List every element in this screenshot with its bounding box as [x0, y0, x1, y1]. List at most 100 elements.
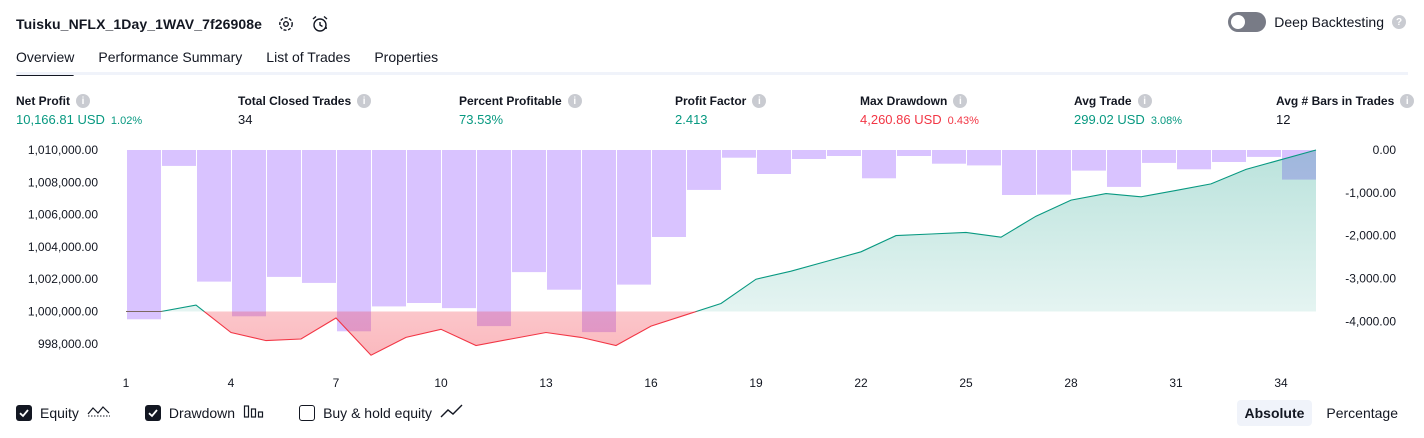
help-icon[interactable]: ? — [1392, 15, 1406, 29]
tab-performance-summary[interactable]: Performance Summary — [98, 49, 243, 65]
equity-checkbox[interactable] — [16, 404, 32, 421]
drawdown-bar — [512, 150, 546, 273]
alarm-clock-icon[interactable] — [310, 14, 330, 34]
right-axis-tick-label: -4,000.00 — [1345, 314, 1396, 328]
legend-equity[interactable]: Equity — [16, 403, 111, 422]
drawdown-bar — [477, 150, 511, 327]
drawdown-bar — [1177, 150, 1211, 170]
absolute-button[interactable]: Absolute — [1236, 400, 1313, 426]
drawdown-bar — [967, 150, 1001, 166]
equity-line-icon — [87, 403, 111, 422]
equity-line-loss — [126, 311, 699, 356]
drawdown-bar — [1212, 150, 1246, 162]
chart-legend: Equity Drawdown Buy & hold equity — [16, 403, 498, 422]
left-axis-tick-label: 1,004,000.00 — [28, 240, 98, 254]
buy-hold-checkbox[interactable] — [299, 404, 316, 421]
right-axis-tick-label: -2,000.00 — [1345, 229, 1396, 243]
left-axis-tick-label: 998,000.00 — [38, 337, 98, 351]
tab-overview[interactable]: Overview — [16, 46, 75, 76]
drawdown-bar — [197, 150, 231, 282]
deep-backtesting-label: Deep Backtesting — [1274, 14, 1384, 30]
metric-profit-factor: Profit Factor i 2.413 — [675, 92, 767, 127]
drawdown-bars — [127, 150, 1316, 333]
info-icon[interactable]: i — [953, 94, 968, 108]
drawdown-bar — [127, 150, 161, 320]
strategy-header: Tuisku_NFLX_1Day_1WAV_7f26908e — [16, 10, 330, 38]
metric-label: Max Drawdown — [860, 94, 948, 108]
tabs-divider — [16, 72, 1408, 75]
gear-icon[interactable] — [276, 14, 296, 34]
metric-max-drawdown: Max Drawdown i 4,260.86 USD 0.43% — [860, 92, 979, 127]
drawdown-bar — [722, 150, 756, 158]
metric-avg-trade: Avg Trade i 299.02 USD 3.08% — [1074, 92, 1182, 127]
deep-backtesting-toggle[interactable] — [1228, 12, 1267, 32]
metric-value: 73.53% — [459, 112, 504, 127]
equity-area — [126, 150, 1316, 356]
metric-label: Avg # Bars in Trades — [1276, 94, 1395, 108]
drawdown-bar — [862, 150, 896, 179]
strategy-title: Tuisku_NFLX_1Day_1WAV_7f26908e — [16, 16, 263, 32]
info-icon[interactable]: i — [1400, 94, 1415, 108]
tab-properties[interactable]: Properties — [374, 49, 439, 65]
drawdown-bar — [652, 150, 686, 237]
percentage-button[interactable]: Percentage — [1326, 405, 1398, 421]
drawdown-bar — [827, 150, 861, 156]
metric-value: 299.02 USD — [1074, 112, 1145, 127]
metric-value: 4,260.86 USD — [860, 112, 942, 127]
tab-list-of-trades[interactable]: List of Trades — [266, 49, 351, 65]
x-axis-tick-label: 13 — [539, 376, 553, 390]
info-icon[interactable]: i — [567, 94, 582, 108]
x-axis-tick-label: 34 — [1274, 376, 1288, 390]
info-icon[interactable]: i — [1137, 94, 1152, 108]
metric-label: Percent Profitable — [459, 94, 562, 108]
metric-label: Total Closed Trades — [238, 94, 352, 108]
metric-percent: 1.02% — [110, 115, 143, 127]
x-axis-tick-label: 4 — [228, 376, 235, 390]
equity-line — [126, 149, 1317, 356]
x-axis-tick-label: 31 — [1169, 376, 1183, 390]
metric-label: Avg Trade — [1074, 94, 1132, 108]
right-axis-tick-label: -1,000.00 — [1345, 186, 1396, 200]
drawdown-checkbox[interactable] — [144, 404, 161, 421]
drawdown-bar — [302, 150, 336, 283]
metric-label: Profit Factor — [675, 94, 747, 108]
left-axis-tick-label: 1,010,000.00 — [28, 143, 98, 157]
drawdown-bar — [442, 150, 476, 309]
legend-drawdown[interactable]: Drawdown — [144, 403, 265, 422]
legend-equity-label: Equity — [40, 404, 79, 421]
trend-line-icon — [440, 403, 464, 422]
right-axis-tick-label: -3,000.00 — [1345, 272, 1396, 286]
drawdown-bar — [897, 150, 931, 156]
left-axis-tick-label: 1,002,000.00 — [28, 272, 98, 286]
legend-buy-hold[interactable]: Buy & hold equity — [299, 403, 464, 422]
metric-label: Net Profit — [16, 94, 70, 108]
x-axis-tick-label: 19 — [749, 376, 763, 390]
legend-buy-hold-label: Buy & hold equity — [323, 404, 433, 421]
drawdown-bar — [232, 150, 266, 317]
drawdown-bar — [582, 150, 616, 333]
x-axis: 1 4 7 10 13 16 19 22 25 28 31 34 — [123, 376, 1288, 390]
drawdown-bar — [792, 150, 826, 159]
equity-drawdown-chart: 1,010,000.00 1,008,000.00 1,006,000.00 1,00… — [28, 143, 1396, 390]
right-axis-tick-label: 0.00 — [1373, 143, 1397, 157]
x-axis-tick-label: 25 — [959, 376, 973, 390]
right-axis: 0.00 -1,000.00 -2,000.00 -3,000.00 -4,000.00 — [1345, 143, 1396, 328]
x-axis-tick-label: 22 — [854, 376, 868, 390]
x-axis-tick-label: 1 — [123, 376, 130, 390]
drawdown-bar — [372, 150, 406, 307]
x-axis-tick-label: 7 — [333, 376, 340, 390]
drawdown-bar — [687, 150, 721, 190]
info-icon[interactable]: i — [357, 94, 372, 108]
x-axis-tick-label: 10 — [434, 376, 448, 390]
info-icon[interactable]: i — [752, 94, 767, 108]
metric-net-profit: Net Profit i 10,166.81 USD 1.02% — [16, 92, 142, 127]
equity-line-profit — [126, 149, 1317, 312]
drawdown-bar — [407, 150, 441, 303]
left-axis: 1,010,000.00 1,008,000.00 1,006,000.00 1,00… — [28, 143, 98, 351]
equity-loss-area — [126, 311, 1316, 356]
metric-percent: 3.08% — [1150, 115, 1183, 127]
deep-backtesting-control: Deep Backtesting ? — [1228, 12, 1406, 32]
info-icon[interactable]: i — [76, 94, 90, 108]
drawdown-bar — [1002, 150, 1036, 195]
metric-value: 12 — [1276, 112, 1291, 127]
